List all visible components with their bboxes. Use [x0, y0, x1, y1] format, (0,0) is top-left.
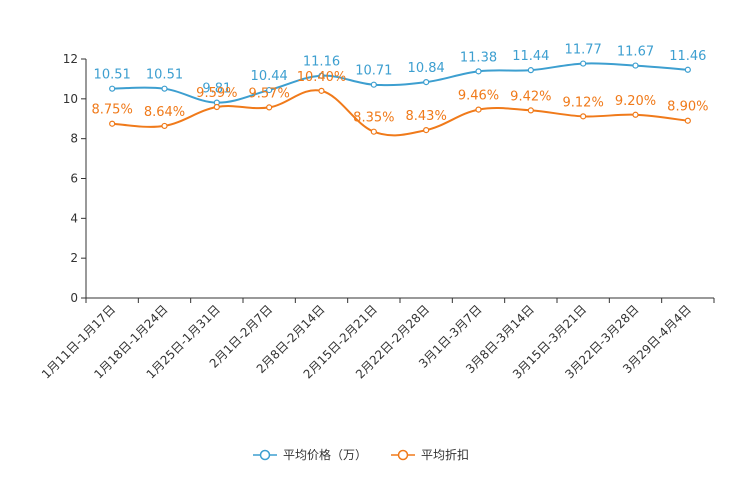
- data-label-s1-9: 9.12%: [563, 95, 604, 110]
- data-label-s1-7: 9.46%: [458, 89, 499, 104]
- data-label-s0-8: 11.44: [512, 49, 549, 64]
- data-point-s0-5[interactable]: [370, 81, 377, 88]
- data-point-s0-0[interactable]: [109, 85, 116, 92]
- data-label-s0-5: 10.71: [355, 64, 392, 79]
- data-label-s0-7: 11.38: [460, 50, 497, 65]
- data-label-s1-10: 9.20%: [615, 94, 656, 109]
- data-label-s0-4: 11.16: [303, 55, 340, 70]
- data-point-s0-8[interactable]: [527, 67, 534, 74]
- legend-label: 平均折扣: [421, 447, 469, 462]
- data-point-s1-11[interactable]: [684, 117, 691, 124]
- data-point-s0-7[interactable]: [475, 68, 482, 75]
- y-tick-label: 2: [70, 251, 78, 265]
- series-line-1: [112, 89, 688, 137]
- data-point-s1-4[interactable]: [318, 87, 325, 94]
- data-label-s1-8: 9.42%: [510, 89, 551, 104]
- data-point-s1-9[interactable]: [580, 113, 587, 120]
- y-tick-label: 4: [70, 211, 78, 225]
- data-point-s0-1[interactable]: [161, 85, 168, 92]
- data-label-s0-0: 10.51: [94, 68, 131, 83]
- y-tick-label: 10: [63, 92, 78, 106]
- data-point-s0-11[interactable]: [684, 66, 691, 73]
- data-label-s0-2: 9.81: [202, 82, 231, 97]
- data-label-s0-11: 11.46: [669, 49, 706, 64]
- data-label-s0-10: 11.67: [617, 45, 654, 60]
- data-label-s0-6: 10.84: [408, 61, 445, 76]
- data-point-s1-7[interactable]: [475, 106, 482, 113]
- data-point-s1-6[interactable]: [423, 127, 430, 134]
- legend-label: 平均价格（万）: [283, 447, 367, 462]
- data-point-s1-5[interactable]: [370, 128, 377, 135]
- data-label-s0-9: 11.77: [565, 43, 602, 58]
- data-point-s1-2[interactable]: [213, 103, 220, 111]
- legend-item-0[interactable]: 平均价格（万）: [253, 447, 367, 462]
- series-lines: [109, 60, 691, 137]
- data-point-s1-8[interactable]: [527, 107, 534, 114]
- data-point-s1-3[interactable]: [266, 104, 273, 111]
- legend-marker-icon: [259, 449, 271, 461]
- legend-marker-icon: [397, 449, 409, 461]
- series-line-0: [112, 62, 688, 104]
- data-label-s1-1: 8.64%: [144, 105, 185, 120]
- data-label-s1-0: 8.75%: [92, 103, 133, 118]
- data-label-s1-11: 8.90%: [667, 100, 708, 115]
- y-tick-label: 6: [70, 172, 78, 186]
- data-label-s0-1: 10.51: [146, 68, 183, 83]
- legend-item-1[interactable]: 平均折扣: [391, 447, 469, 462]
- y-tick-label: 12: [63, 52, 78, 66]
- data-point-s1-10[interactable]: [632, 111, 639, 118]
- data-point-s0-3[interactable]: [266, 86, 273, 94]
- y-tick-label: 0: [70, 291, 78, 305]
- data-label-s1-6: 8.43%: [406, 109, 447, 124]
- data-label-s1-4: 10.40%: [297, 70, 347, 85]
- data-label-s1-5: 8.35%: [353, 111, 394, 126]
- data-point-s1-1[interactable]: [161, 122, 168, 130]
- data-point-s0-10[interactable]: [632, 62, 639, 69]
- y-tick-label: 8: [70, 132, 78, 146]
- data-point-s0-6[interactable]: [423, 79, 430, 86]
- data-label-s1-3: 9.57%: [249, 86, 290, 101]
- data-labels: 10.51 10.51 9.81 10.44 11.16 10.71 10.84 11.38 1…: [92, 43, 709, 126]
- axes: 0246810121月11日-1月17日1月18日-1月24日1月25日-1月3…: [39, 52, 715, 382]
- data-label-s0-3: 10.44: [251, 69, 288, 84]
- data-point-s1-0[interactable]: [109, 120, 116, 127]
- data-label-s1-2: 9.59%: [196, 86, 237, 101]
- legend[interactable]: 平均价格（万） 平均折扣: [253, 447, 469, 462]
- data-point-s0-9[interactable]: [580, 60, 587, 67]
- data-point-s0-4[interactable]: [318, 72, 325, 79]
